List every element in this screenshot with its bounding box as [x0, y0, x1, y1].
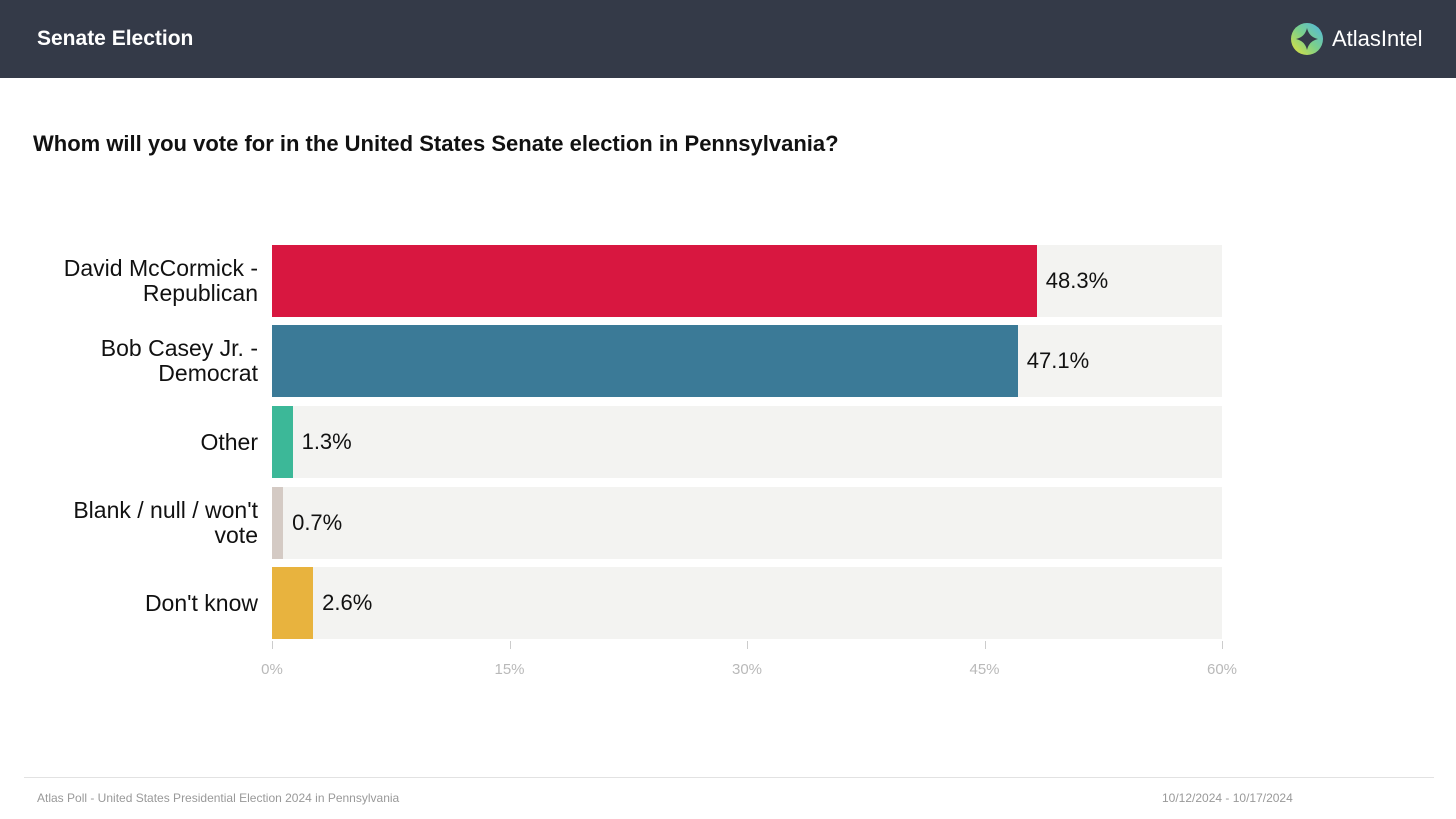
- category-label-line: Republican: [142, 280, 258, 306]
- atlas-logo-icon: [1291, 23, 1323, 55]
- x-tick-mark: [509, 641, 511, 649]
- bar-track: [272, 406, 1222, 478]
- bar-chart: David McCormick - Republican 48.3% Bob Case…: [0, 245, 1238, 678]
- logo-text: AtlasIntel: [1332, 26, 1423, 51]
- x-tick-mark: [1222, 641, 1223, 649]
- atlasintel-logo: AtlasIntel: [1290, 22, 1423, 56]
- bar: [272, 487, 284, 559]
- x-tick-mark: [747, 641, 748, 649]
- category-label-line: Don't know: [144, 589, 258, 616]
- category-label-line: David McCormick -: [63, 255, 258, 281]
- data-label: 0.7%: [292, 510, 343, 535]
- bar-track: [272, 487, 1222, 559]
- x-tick-label: 0%: [261, 661, 283, 678]
- data-label: 47.1%: [1026, 348, 1090, 373]
- footer-divider: [24, 777, 1434, 778]
- category-label-line: Democrat: [158, 360, 258, 386]
- category-label-line: vote: [214, 522, 258, 548]
- x-tick-label: 60%: [1206, 661, 1238, 678]
- data-label: 2.6%: [322, 590, 373, 615]
- bar: [272, 245, 1037, 317]
- category-label-line: Other: [200, 428, 258, 455]
- bar: [272, 325, 1018, 397]
- x-tick-mark: [272, 641, 273, 649]
- bar: [272, 567, 314, 639]
- category-label: Bob Casey Jr. - Democrat: [0, 325, 258, 397]
- bar-track: [272, 567, 1222, 639]
- x-tick-label: 45%: [969, 661, 1000, 678]
- data-label: 1.3%: [301, 429, 352, 454]
- chart-title: Whom will you vote for in the United Sta…: [33, 131, 839, 156]
- category-label: Don't know: [0, 567, 258, 639]
- x-tick-mark: [984, 641, 986, 649]
- data-label: 48.3%: [1045, 268, 1109, 293]
- category-label: Other: [0, 406, 258, 478]
- header-bar: Senate Election AtlasIntel: [0, 0, 1456, 78]
- x-tick-label: 30%: [731, 661, 763, 678]
- bar: [272, 406, 293, 478]
- footer-source: Atlas Poll - United States Presidential …: [37, 791, 400, 805]
- category-label-line: Bob Casey Jr. -: [100, 335, 258, 361]
- category-label-line: Blank / null / won't: [73, 497, 258, 523]
- category-label: David McCormick - Republican: [0, 245, 258, 317]
- x-tick-label: 15%: [494, 661, 525, 678]
- footer-dates: 10/12/2024 - 10/17/2024: [1162, 791, 1293, 805]
- header-title: Senate Election: [37, 27, 194, 50]
- category-label: Blank / null / won't vote: [0, 487, 258, 559]
